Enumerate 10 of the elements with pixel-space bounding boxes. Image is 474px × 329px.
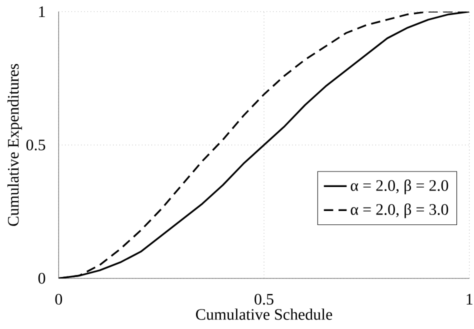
legend-label: α = 2.0, β = 2.0 (350, 180, 448, 194)
x-tick-label: 0.5 (254, 294, 274, 305)
y-tick-label: 0 (38, 272, 46, 284)
y-tick-label: 0.5 (26, 140, 46, 150)
y-axis-title: Cumulative Expenditures (7, 64, 22, 226)
x-tick-label: 1 (466, 294, 472, 304)
x-axis-title: Cumulative Schedule (196, 308, 332, 320)
y-tick-label: 1 (39, 6, 45, 17)
x-tick-label: 0 (55, 294, 62, 305)
legend-label: α = 2.0, β = 3.0 (350, 203, 448, 218)
